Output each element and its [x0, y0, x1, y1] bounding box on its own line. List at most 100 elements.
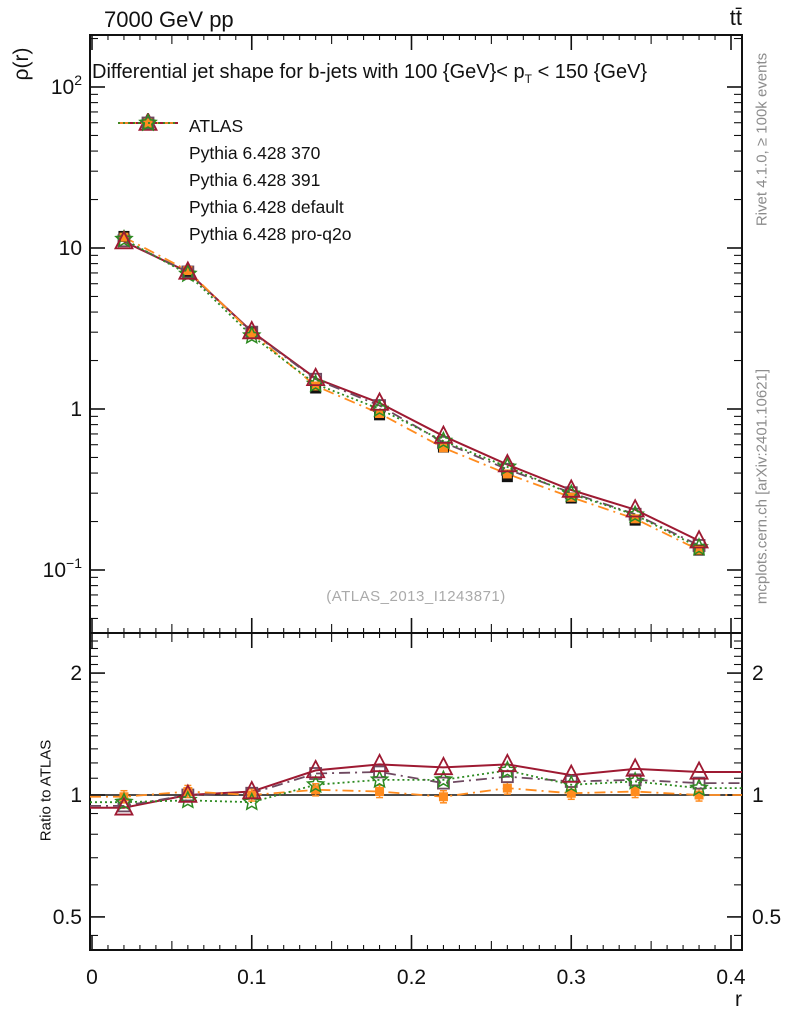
- legend-marker-3: [117, 118, 179, 218]
- y-ratio-tick-label-right: 0.5: [752, 906, 781, 929]
- x-axis-title: r: [735, 988, 742, 1011]
- marker: [114, 791, 134, 811]
- legend-row-pythia-pro-q2o: Pythia 6.428 pro-q2o: [117, 113, 352, 248]
- process-label: tt̄: [729, 5, 742, 30]
- series: [90, 228, 742, 816]
- marker: [437, 776, 450, 790]
- marker: [138, 113, 158, 132]
- legend: ATLAS Pythia 6.428 370 Pythia 6.428 391 …: [117, 113, 351, 248]
- legend-marker-1: [117, 113, 179, 164]
- marker: [438, 443, 448, 453]
- marker: [113, 230, 134, 250]
- plot-title-post: < 150 {GeV}: [532, 61, 648, 83]
- marker: [433, 424, 454, 444]
- legend-icon: [118, 113, 178, 132]
- marker: [625, 771, 645, 790]
- marker: [502, 783, 512, 793]
- y-ratio-tick-label-left: 0.5: [53, 906, 82, 929]
- legend-label: Pythia 6.428 default: [189, 197, 344, 217]
- series-line-main-1: [123, 240, 700, 542]
- axis-ticks: [90, 35, 742, 950]
- marker: [119, 232, 129, 242]
- marker: [689, 777, 709, 797]
- frames: [89, 34, 743, 951]
- marker: [309, 767, 323, 780]
- marker: [694, 790, 704, 800]
- x-tick-label: 0.3: [557, 966, 586, 989]
- legend-label: Pythia 6.428 pro-q2o: [189, 224, 352, 244]
- marker: [177, 260, 198, 280]
- marker: [692, 776, 706, 790]
- legend-marker-2: [117, 116, 179, 191]
- plot-title-pre: Differential jet shape for b-jets with 1…: [92, 61, 525, 83]
- marker: [305, 758, 326, 779]
- mcplots-citation-note: mcplots.cern.ch [arXiv:2401.10621]: [753, 368, 771, 605]
- series-line-ratio-4: [90, 769, 742, 804]
- legend-marker-4: [117, 113, 179, 245]
- marker: [247, 328, 257, 338]
- y-main-tick-label: 102: [51, 72, 82, 99]
- y-ratio-tick-label-right: 1: [752, 784, 764, 807]
- marker: [369, 391, 390, 411]
- series-line-main-2: [123, 239, 700, 547]
- x-tick-label: 0.2: [397, 966, 426, 989]
- marker: [625, 757, 646, 777]
- legend-label: ATLAS: [189, 116, 244, 136]
- marker: [630, 787, 640, 797]
- plot-title-subscript: T: [524, 72, 533, 86]
- marker: [369, 769, 390, 789]
- legend-label: Pythia 6.428 391: [189, 170, 321, 190]
- marker: [438, 792, 448, 802]
- legend-row-pythia-default: Pythia 6.428 default: [117, 118, 351, 221]
- marker: [497, 453, 518, 473]
- series-line-ratio-3: [90, 787, 742, 798]
- tick-labels: 102 10 1 10−1 0 0.1 0.2 0.3 0.4 2 2 1 1 0.5 0.5: [43, 72, 782, 989]
- x-tick-label: 0.4: [716, 966, 746, 989]
- marker: [694, 545, 704, 555]
- series-line-main-3: [123, 236, 700, 551]
- marker: [375, 787, 385, 797]
- y-main-tick-label: 10−1: [43, 555, 83, 582]
- marker: [177, 783, 198, 803]
- marker: [433, 755, 454, 776]
- y-ratio-tick-label-right: 2: [752, 662, 764, 685]
- series-line-ratio-2: [90, 771, 742, 807]
- series-line-main-4: [123, 238, 700, 549]
- marker: [183, 266, 193, 276]
- marker: [305, 366, 326, 387]
- analysis-watermark: (ATLAS_2013_I1243871): [326, 588, 506, 605]
- rivet-version-note: Rivet 4.1.0, ≥ 100k events: [753, 52, 771, 227]
- marker: [433, 769, 454, 789]
- marker: [241, 320, 262, 340]
- y-ratio-tick-label-left: 1: [70, 784, 82, 807]
- y-main-tick-label: 10: [59, 237, 82, 260]
- marker: [502, 469, 512, 479]
- marker: [311, 785, 321, 795]
- y-ratio-tick-label-left: 2: [70, 662, 82, 685]
- marker: [113, 796, 134, 816]
- marker: [689, 760, 710, 780]
- y-main-tick-label: 1: [70, 398, 82, 421]
- y-axis-title-ratio: Ratio to ATLAS: [37, 739, 55, 842]
- legend-row-pythia-370: Pythia 6.428 370: [117, 113, 351, 167]
- marker: [241, 780, 262, 800]
- legend-label: Pythia 6.428 370: [189, 143, 321, 163]
- marker: [241, 791, 262, 811]
- marker: [561, 478, 582, 498]
- legend-row-pythia-391: Pythia 6.428 391: [117, 116, 351, 194]
- marker: [114, 228, 134, 248]
- x-tick-label: 0.1: [237, 966, 266, 989]
- marker: [625, 498, 646, 518]
- series-line-ratio-1: [90, 763, 742, 809]
- marker: [369, 752, 390, 773]
- marker: [689, 529, 710, 549]
- marker: [561, 763, 582, 783]
- marker: [497, 752, 518, 773]
- marker: [305, 774, 326, 794]
- y-axis-title-main: ρ(r): [10, 47, 33, 81]
- x-tick-label: 0: [86, 966, 98, 989]
- plot-title: Differential jet shape for b-jets with 1…: [92, 61, 647, 86]
- marker: [566, 788, 576, 798]
